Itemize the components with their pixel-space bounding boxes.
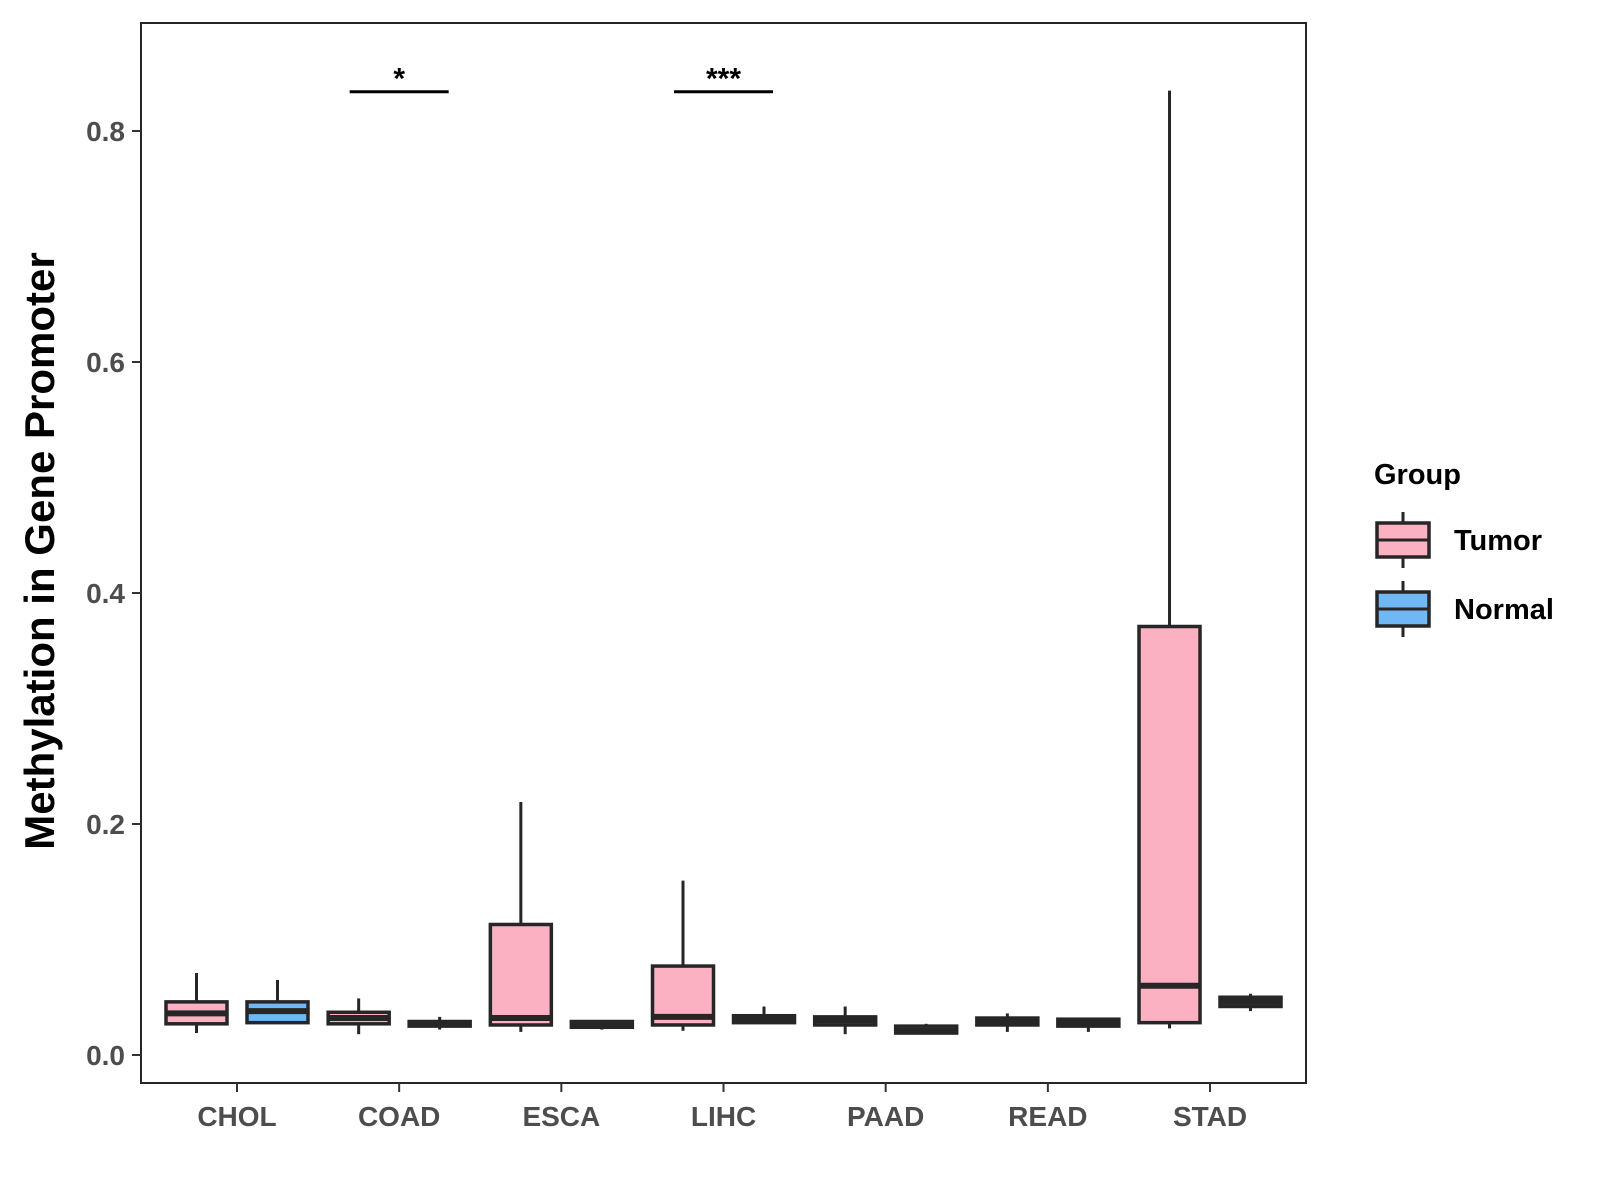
series-tumor (164, 90, 1202, 1035)
significance-annotations: * *** (349, 63, 774, 96)
legend-label-tumor: Tumor (1454, 525, 1542, 557)
legend: Group Tumor Normal (1374, 459, 1554, 637)
box-tumor-paad (812, 1006, 878, 1035)
legend-item-tumor: Tumor (1375, 512, 1542, 568)
box-tumor-chol (164, 972, 229, 1034)
y-tick-label: 0.0 (86, 1040, 125, 1071)
legend-label-normal: Normal (1454, 594, 1554, 626)
box-normal-lihc (731, 1006, 797, 1025)
y-tick-label: 0.2 (86, 809, 125, 840)
legend-items: Tumor Normal (1375, 512, 1554, 637)
x-tick-label-read: READ (1008, 1101, 1087, 1132)
legend-item-normal: Normal (1375, 581, 1554, 637)
box-normal-read (1056, 1017, 1121, 1032)
box-tumor-stad (1137, 90, 1202, 1029)
legend-title: Group (1374, 459, 1461, 491)
x-axis: CHOL COAD ESCA LIHC PAAD READ STAD (197, 1083, 1247, 1132)
x-tick-label-stad: STAD (1173, 1101, 1247, 1132)
significance-label-lihc: *** (706, 63, 741, 96)
x-tick-label-lihc: LIHC (691, 1101, 756, 1132)
significance-label-coad: * (393, 63, 405, 96)
series-normal (245, 979, 1283, 1035)
box-tumor-lihc (650, 880, 716, 1031)
y-tick-label: 0.8 (86, 116, 125, 147)
x-tick-label-paad: PAAD (847, 1101, 924, 1132)
box-normal-paad (893, 1023, 959, 1035)
box-normal-chol (245, 979, 310, 1025)
y-tick-label: 0.4 (86, 578, 125, 609)
box-normal-stad (1218, 993, 1283, 1012)
y-axis-title: Methylation in Gene Promoter (16, 252, 63, 849)
x-tick-label-esca: ESCA (522, 1101, 600, 1132)
x-tick-label-chol: CHOL (197, 1101, 276, 1132)
box-tumor-esca (488, 802, 554, 1032)
box-normal-esca (569, 1019, 635, 1030)
box-normal-coad (407, 1016, 472, 1030)
y-tick-label: 0.6 (86, 347, 125, 378)
box-iqr (1137, 624, 1202, 1025)
box-tumor-coad (326, 998, 391, 1035)
box-iqr (488, 922, 554, 1027)
y-axis: 0.0 0.2 0.4 0.6 0.8 (86, 116, 141, 1071)
box-tumor-read (975, 1013, 1040, 1032)
x-tick-label-coad: COAD (358, 1101, 440, 1132)
box-series (164, 90, 1283, 1035)
